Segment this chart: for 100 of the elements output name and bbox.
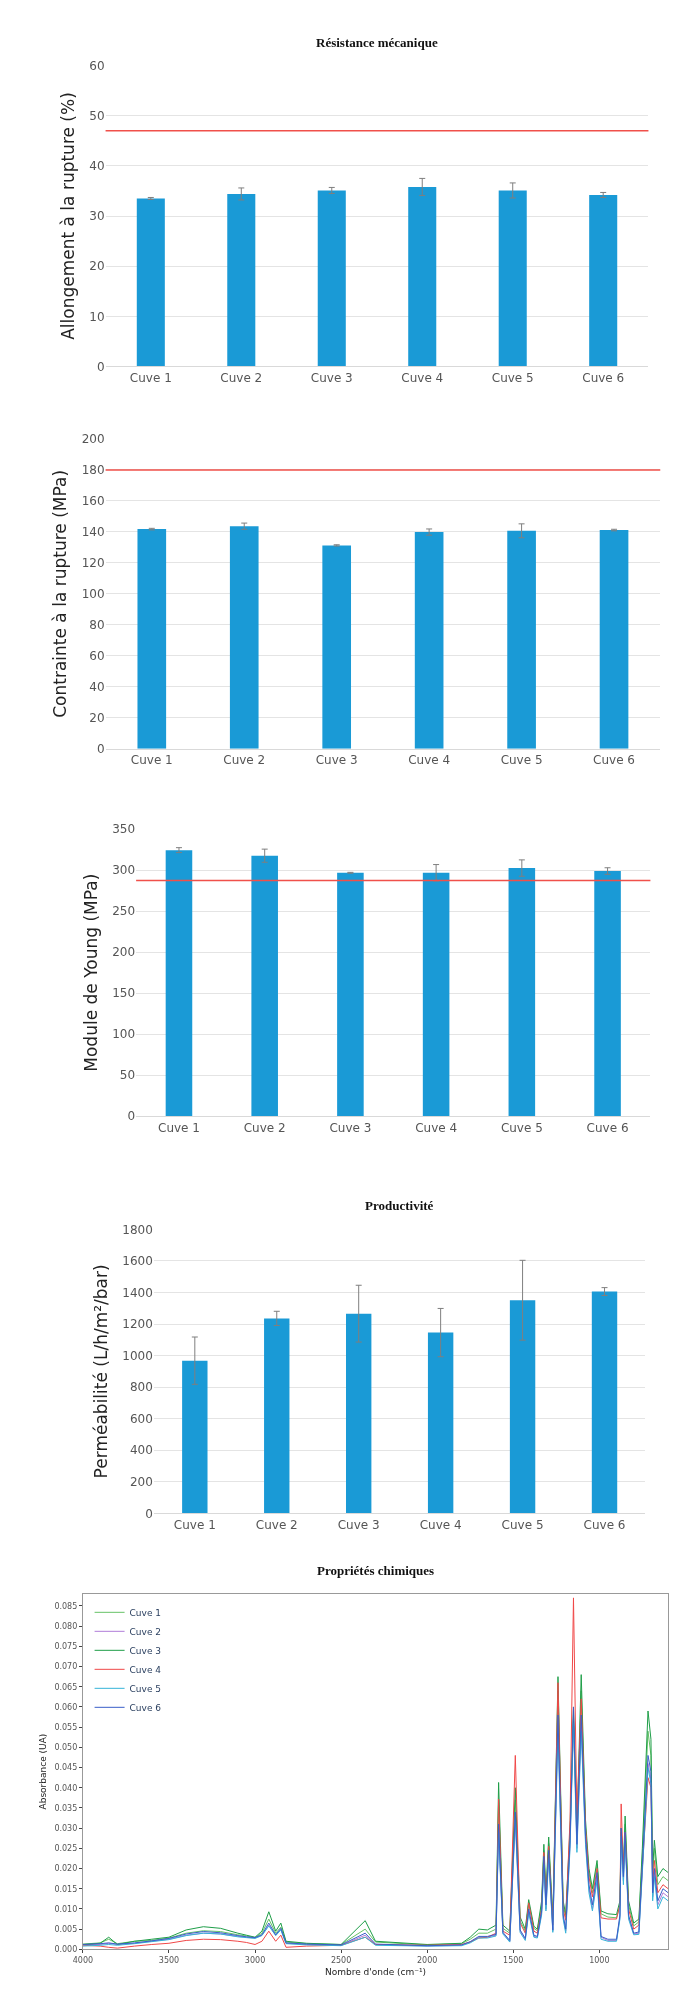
x-tick-label: Cuve 1 <box>129 370 172 385</box>
x-tick-label: Cuve 2 <box>220 370 263 385</box>
legend-label: Cuve 4 <box>129 1664 162 1675</box>
y-tick-label: 0.075 <box>54 1642 78 1652</box>
y-tick-label: 0.050 <box>54 1743 78 1753</box>
x-tick-label: Cuve 5 <box>500 1120 543 1135</box>
y-tick-label: 0.030 <box>54 1823 78 1833</box>
legend-label: Cuve 3 <box>129 1645 162 1656</box>
x-tick-label: 4000 <box>72 1955 94 1965</box>
x-tick-label: 1500 <box>503 1955 524 1965</box>
y-tick-label: 1000 <box>122 1348 153 1363</box>
y-tick-label: 0 <box>96 359 105 374</box>
y-tick-label: 0.060 <box>54 1702 78 1712</box>
y-tick-label: 0.080 <box>54 1621 78 1631</box>
bar <box>427 1332 454 1514</box>
bar <box>322 545 352 749</box>
y-tick-label: 0.020 <box>54 1864 78 1874</box>
y-tick-label: 120 <box>81 556 105 571</box>
y-tick-label: 0.010 <box>54 1904 78 1914</box>
y-tick-label: 1600 <box>122 1254 153 1269</box>
y-tick-label: 60 <box>89 649 105 664</box>
x-tick-label: Cuve 2 <box>243 1120 286 1135</box>
bar <box>229 526 259 749</box>
bar <box>507 530 536 749</box>
x-tick-label: Cuve 3 <box>310 370 353 385</box>
y-tick-label: 600 <box>129 1411 153 1426</box>
y-tick-label: 0.035 <box>54 1803 78 1813</box>
bar <box>591 1291 618 1514</box>
bar <box>346 1313 372 1514</box>
y-tick-label: 400 <box>129 1443 153 1458</box>
x-tick-label: Cuve 6 <box>583 1517 626 1532</box>
y-tick-label: 150 <box>112 986 136 1001</box>
chart-title: Productivité <box>365 1198 434 1213</box>
y-tick-label: 0.085 <box>54 1601 78 1611</box>
y-tick-label: 0.065 <box>54 1682 78 1692</box>
bar <box>414 532 444 749</box>
x-tick-label: Cuve 6 <box>586 1120 629 1135</box>
y-axis-title: Absorbance (UA) <box>37 1733 48 1810</box>
y-tick-label: 200 <box>81 432 105 447</box>
y-tick-label: 0 <box>127 1109 136 1124</box>
y-tick-label: 300 <box>112 863 136 878</box>
y-tick-label: 200 <box>129 1475 153 1490</box>
y-tick-label: 0.000 <box>54 1945 78 1955</box>
x-axis-title: Nombre d'onde (cm⁻¹) <box>324 1966 427 1977</box>
y-tick-label: 80 <box>89 618 105 633</box>
y-axis-title: Perméabilité (L/h/m²/bar) <box>90 1264 111 1479</box>
y-tick-label: 1200 <box>122 1317 153 1332</box>
y-tick-label: 50 <box>119 1068 136 1083</box>
x-tick-label: 3000 <box>244 1955 266 1965</box>
legend-label: Cuve 5 <box>129 1683 162 1694</box>
y-tick-label: 10 <box>89 309 105 324</box>
y-tick-label: 20 <box>89 259 105 274</box>
y-tick-label: 60 <box>89 58 105 73</box>
x-tick-label: Cuve 3 <box>337 1517 380 1532</box>
x-tick-label: Cuve 4 <box>415 1120 458 1135</box>
x-tick-label: 2000 <box>416 1955 438 1965</box>
x-tick-label: 3500 <box>158 1955 180 1965</box>
y-tick-label: 0.045 <box>54 1763 78 1773</box>
x-tick-label: Cuve 4 <box>401 370 444 385</box>
y-tick-label: 0.005 <box>54 1924 78 1934</box>
y-tick-label: 1400 <box>122 1285 153 1300</box>
x-tick-label: Cuve 4 <box>419 1517 462 1532</box>
x-tick-label: Cuve 2 <box>255 1517 298 1532</box>
x-tick-label: Cuve 1 <box>130 753 173 768</box>
x-tick-label: Cuve 1 <box>173 1517 216 1532</box>
bar <box>599 530 629 749</box>
bar <box>165 850 193 1117</box>
y-axis-title: Contrainte à la rupture (MPa) <box>50 469 71 718</box>
y-tick-label: 50 <box>89 108 105 123</box>
y-tick-label: 200 <box>112 945 136 960</box>
bar <box>498 190 527 367</box>
legend-label: Cuve 2 <box>129 1626 162 1637</box>
x-tick-label: Cuve 3 <box>329 1120 372 1135</box>
bar <box>509 1300 536 1514</box>
y-tick-label: 0.040 <box>54 1783 78 1793</box>
y-tick-label: 800 <box>129 1380 153 1395</box>
x-tick-label: 1000 <box>589 1955 610 1965</box>
y-tick-label: 40 <box>89 680 105 695</box>
x-tick-label: Cuve 3 <box>315 753 358 768</box>
y-tick-label: 40 <box>89 159 105 174</box>
y-tick-label: 0.025 <box>54 1844 78 1854</box>
x-tick-label: Cuve 5 <box>500 753 543 768</box>
y-tick-label: 30 <box>89 209 105 224</box>
bar <box>594 871 621 1117</box>
y-tick-label: 250 <box>112 904 136 919</box>
y-tick-label: 180 <box>81 463 105 478</box>
x-tick-label: Cuve 4 <box>408 753 451 768</box>
bar <box>182 1360 208 1514</box>
y-axis-title: Module de Young (MPa) <box>80 873 101 1072</box>
x-tick-label: Cuve 1 <box>158 1120 200 1135</box>
y-tick-label: 20 <box>89 711 105 725</box>
y-tick-label: 0.055 <box>54 1722 78 1732</box>
x-tick-label: Cuve 2 <box>223 753 266 768</box>
y-axis-title: Allongement à la rupture (%) <box>57 92 78 340</box>
bar <box>137 529 167 749</box>
bar <box>337 872 364 1117</box>
bar <box>317 190 346 367</box>
bar <box>408 186 437 367</box>
x-tick-label: Cuve 5 <box>501 1517 544 1532</box>
y-tick-label: 350 <box>112 822 136 837</box>
